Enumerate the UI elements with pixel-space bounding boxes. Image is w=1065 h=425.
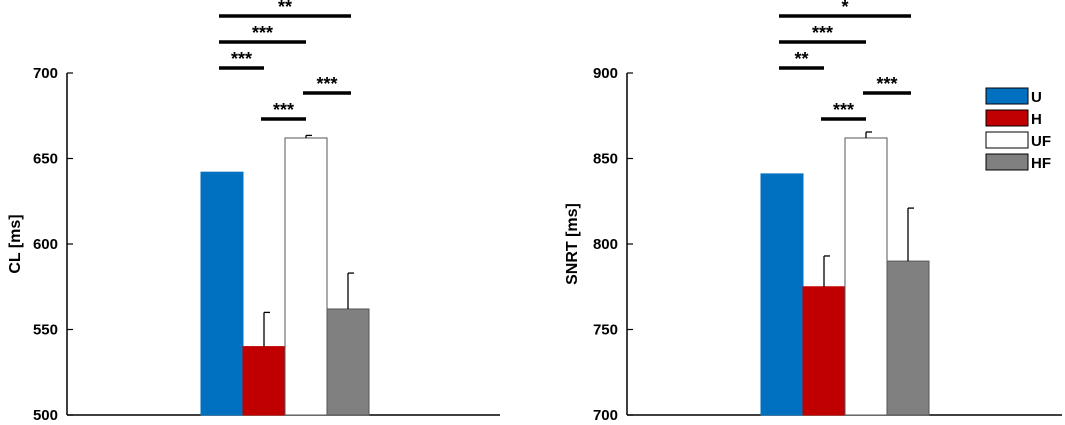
legend-swatch-uf: [985, 131, 1029, 149]
y-tick-label: 700: [593, 407, 618, 424]
significance-stars: ***: [876, 74, 897, 94]
legend-swatch-h: [985, 109, 1029, 127]
significance-stars: **: [278, 0, 292, 17]
significance-stars: ***: [316, 74, 337, 94]
legend-swatch-u: [985, 87, 1029, 105]
y-tick-label: 600: [33, 236, 58, 253]
bar-u: [760, 173, 804, 416]
significance-stars: ***: [833, 100, 854, 120]
significance-stars: ***: [273, 100, 294, 120]
y-axis-label: CL [ms]: [7, 214, 24, 273]
bar-h: [242, 346, 286, 416]
y-tick-label: 650: [33, 151, 58, 168]
legend-label-uf: UF: [1031, 133, 1051, 150]
bar-h: [802, 286, 846, 416]
bar-hf: [886, 260, 930, 416]
significance-stars: *: [841, 0, 848, 17]
y-tick-label: 850: [593, 151, 618, 168]
y-tick-label: 500: [33, 407, 58, 424]
y-axis-label: SNRT [ms]: [564, 203, 581, 285]
legend: UH UF HF: [985, 87, 1051, 172]
bar-uf: [284, 137, 328, 416]
y-tick-label: 750: [593, 322, 618, 339]
bar-uf: [844, 137, 888, 416]
legend-label-hf: HF: [1031, 155, 1051, 172]
y-tick-label: 550: [33, 322, 58, 339]
y-tick-label: 900: [593, 65, 618, 82]
y-tick-label: 800: [593, 236, 618, 253]
bar-u: [200, 171, 244, 416]
legend-label-h: H: [1031, 111, 1042, 128]
significance-stars: ***: [231, 49, 252, 69]
bar-hf: [326, 308, 370, 416]
significance-stars: ***: [252, 23, 273, 43]
legend-swatch-hf: [985, 153, 1029, 171]
legend-label-u: U: [1031, 89, 1042, 106]
significance-stars: **: [794, 49, 808, 69]
y-tick-label: 700: [33, 65, 58, 82]
significance-stars: ***: [812, 23, 833, 43]
